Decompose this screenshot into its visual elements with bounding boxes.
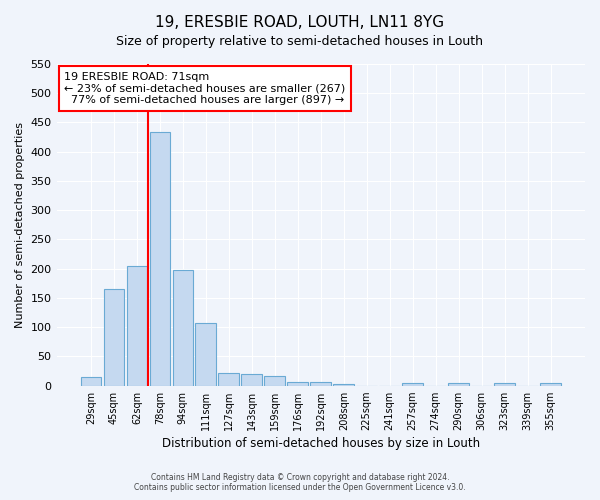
Bar <box>403 383 423 386</box>
Bar <box>196 323 216 386</box>
Bar <box>173 270 193 386</box>
Bar <box>241 374 262 386</box>
Text: Contains HM Land Registry data © Crown copyright and database right 2024.
Contai: Contains HM Land Registry data © Crown c… <box>134 473 466 492</box>
Bar <box>149 132 170 386</box>
Bar <box>310 382 331 386</box>
Bar <box>334 384 354 386</box>
Bar <box>265 376 285 386</box>
Bar <box>80 377 101 386</box>
Bar <box>448 383 469 386</box>
X-axis label: Distribution of semi-detached houses by size in Louth: Distribution of semi-detached houses by … <box>162 437 480 450</box>
Bar <box>287 382 308 386</box>
Text: 19 ERESBIE ROAD: 71sqm
← 23% of semi-detached houses are smaller (267)
  77% of : 19 ERESBIE ROAD: 71sqm ← 23% of semi-det… <box>64 72 346 105</box>
Bar <box>540 383 561 386</box>
Y-axis label: Number of semi-detached properties: Number of semi-detached properties <box>15 122 25 328</box>
Bar <box>494 383 515 386</box>
Bar <box>104 289 124 386</box>
Bar <box>127 266 147 386</box>
Text: 19, ERESBIE ROAD, LOUTH, LN11 8YG: 19, ERESBIE ROAD, LOUTH, LN11 8YG <box>155 15 445 30</box>
Text: Size of property relative to semi-detached houses in Louth: Size of property relative to semi-detach… <box>116 35 484 48</box>
Bar <box>218 374 239 386</box>
